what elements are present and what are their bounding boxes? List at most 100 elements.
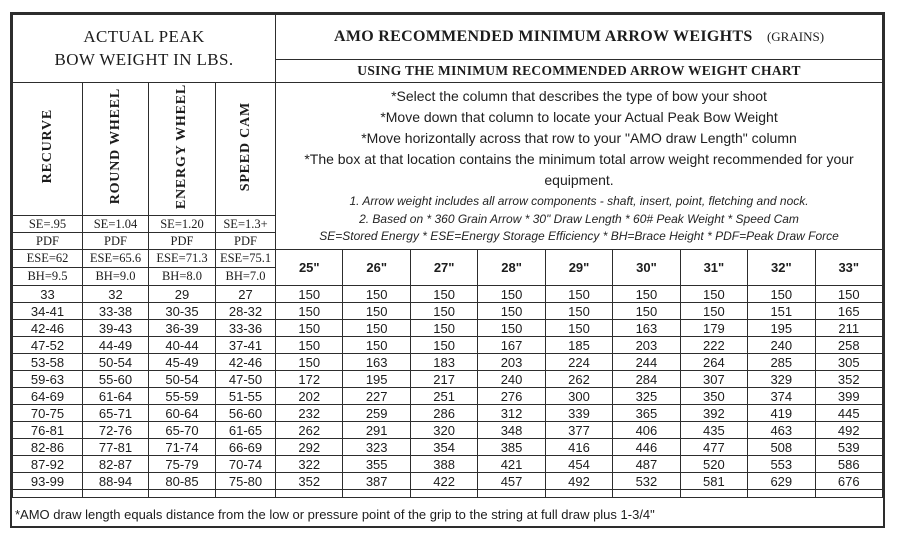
bow-weight-cell: 72-76 (82, 421, 149, 439)
arrow-weight-cell: 421 (477, 455, 546, 473)
bow-weight-cell: 32 (82, 285, 149, 303)
draw-length-header: 28" (477, 249, 546, 286)
arrow-weight-cell: 150 (409, 319, 479, 337)
arrow-weight-cell: 224 (544, 353, 614, 371)
bow-type-speed-cam: SPEED CAM (214, 82, 277, 216)
arrow-weight-cell: 322 (275, 455, 344, 473)
arrow-weight-cell: 150 (679, 285, 749, 303)
arrow-weight-cell: 165 (814, 302, 884, 320)
bow-weight-cell: 33-36 (214, 319, 277, 337)
table-row: 76-81 72-76 65-70 61-65 262 291 320 348 377 406 43… (12, 421, 884, 439)
arrow-weight-cell: 150 (342, 336, 411, 354)
pdf-value: PDF (214, 232, 277, 250)
arrow-weight-cell: 240 (477, 370, 546, 388)
energy-storage-efficiency-row: ESE=62 ESE=65.6 ESE=71.3 ESE=75.1 25" 26… (12, 249, 884, 286)
bow-type-recurve: RECURVE (12, 82, 83, 216)
bow-weight-cell: 34-41 (12, 302, 83, 320)
bh-value: BH=7.0 (214, 267, 277, 286)
bow-weight-cell: 27 (214, 285, 277, 303)
arrow-weight-cell: 258 (814, 336, 884, 354)
bh-value: BH=8.0 (148, 267, 216, 286)
bow-weight-cell: 65-71 (82, 404, 149, 422)
bow-weight-cell: 70-74 (214, 455, 277, 473)
empty-stub-row (12, 489, 884, 498)
table-row: 47-52 44-49 40-44 37-41 150 150 150 167 185 203 22… (12, 336, 884, 354)
arrow-weight-cell: 150 (409, 285, 479, 303)
empty-cell (275, 489, 344, 498)
bow-weight-cell: 50-54 (148, 370, 216, 388)
bow-weight-cell: 70-75 (12, 404, 83, 422)
bow-weight-cell: 39-43 (82, 319, 149, 337)
ese-value: ESE=62 (12, 249, 83, 268)
empty-cell (814, 489, 884, 498)
arrow-weight-cell: 150 (477, 302, 546, 320)
bow-weight-cell: 77-81 (82, 438, 149, 456)
arrow-weight-cell: 240 (747, 336, 816, 354)
arrow-weight-cell: 264 (679, 353, 749, 371)
arrow-weight-cell: 355 (342, 455, 411, 473)
arrow-weight-cell: 195 (747, 319, 816, 337)
arrow-weight-cell: 352 (275, 472, 344, 490)
grains-unit-label: (GRAINS) (766, 29, 825, 44)
stored-energy-row: SE=.95 SE=1.04 SE=1.20 SE=1.3+ (12, 215, 883, 233)
arrow-weight-cell: 463 (747, 421, 816, 439)
draw-length-header: 25" (275, 249, 344, 286)
instruction-line: *Move horizontally across that row to yo… (361, 130, 797, 147)
bow-weight-cell: 40-44 (148, 336, 216, 354)
arrow-weight-cell: 150 (275, 353, 344, 371)
bow-weight-cell: 44-49 (82, 336, 149, 354)
arrow-weight-cell: 150 (814, 285, 884, 303)
left-title-line2: BOW WEIGHT IN LBS. (54, 49, 234, 69)
arrow-weight-cell: 520 (679, 455, 749, 473)
arrow-weight-cell: 183 (409, 353, 479, 371)
arrow-weight-cell: 227 (342, 387, 411, 405)
bow-weight-cell: 45-49 (148, 353, 216, 371)
empty-cell (747, 489, 816, 498)
note-line: 1. Arrow weight includes all arrow compo… (349, 194, 809, 209)
arrow-weight-cell: 217 (409, 370, 479, 388)
se-value: SE=.95 (12, 215, 83, 233)
arrow-weight-cell: 539 (814, 438, 884, 456)
bow-weight-cell: 65-70 (148, 421, 216, 439)
bow-weight-cell: 33-38 (82, 302, 149, 320)
bow-weight-cell: 80-85 (148, 472, 216, 490)
empty-cell (148, 489, 216, 498)
bow-weight-cell: 88-94 (82, 472, 149, 490)
arrow-weight-cell: 150 (544, 319, 614, 337)
bow-weight-cell: 56-60 (214, 404, 277, 422)
arrow-weight-cell: 492 (544, 472, 614, 490)
arrow-weight-cell: 151 (747, 302, 816, 320)
bow-type-round-wheel: ROUND WHEEL (82, 82, 149, 216)
instructions-block: *Select the column that describes the ty… (275, 82, 883, 250)
arrow-weight-cell: 195 (342, 370, 411, 388)
table-row: 82-86 77-81 71-74 66-69 292 323 354 385 416 446 47… (12, 438, 884, 456)
table-row: 93-99 88-94 80-85 75-80 352 387 422 457 492 532 58… (12, 472, 884, 490)
empty-cell (82, 489, 149, 498)
note-line: 2. Based on * 360 Grain Arrow * 30" Draw… (359, 211, 799, 226)
arrow-weight-cell: 292 (275, 438, 344, 456)
ese-value: ESE=75.1 (214, 249, 277, 268)
arrow-weight-cell: 457 (477, 472, 546, 490)
arrow-weight-cell: 179 (679, 319, 749, 337)
arrow-weight-cell: 553 (747, 455, 816, 473)
arrow-weight-cell: 399 (814, 387, 884, 405)
arrow-weight-cell: 150 (275, 336, 344, 354)
arrow-weight-cell: 676 (814, 472, 884, 490)
bow-weight-cell: 47-50 (214, 370, 277, 388)
draw-length-header: 26" (342, 249, 411, 286)
arrow-weight-cell: 150 (342, 302, 411, 320)
bow-type-label: ROUND WHEEL (107, 88, 123, 205)
arrow-weight-cell: 244 (612, 353, 681, 371)
arrow-weight-cell: 150 (342, 319, 411, 337)
table-row: 42-46 39-43 36-39 33-36 150 150 150 150 150 163 17… (12, 319, 884, 337)
arrow-weight-cell: 163 (612, 319, 681, 337)
brace-height-row: BH=9.5 BH=9.0 BH=8.0 BH=7.0 (12, 267, 883, 286)
arrow-weight-cell: 312 (477, 404, 546, 422)
table-row: 34-41 33-38 30-35 28-32 150 150 150 150 150 150 15… (12, 302, 884, 320)
arrow-weight-cell: 454 (544, 455, 614, 473)
arrow-weight-cell: 203 (477, 353, 546, 371)
arrow-weight-cell: 387 (342, 472, 411, 490)
arrow-weight-cell: 167 (477, 336, 546, 354)
bow-weight-cell: 53-58 (12, 353, 83, 371)
arrow-weight-cell: 329 (747, 370, 816, 388)
